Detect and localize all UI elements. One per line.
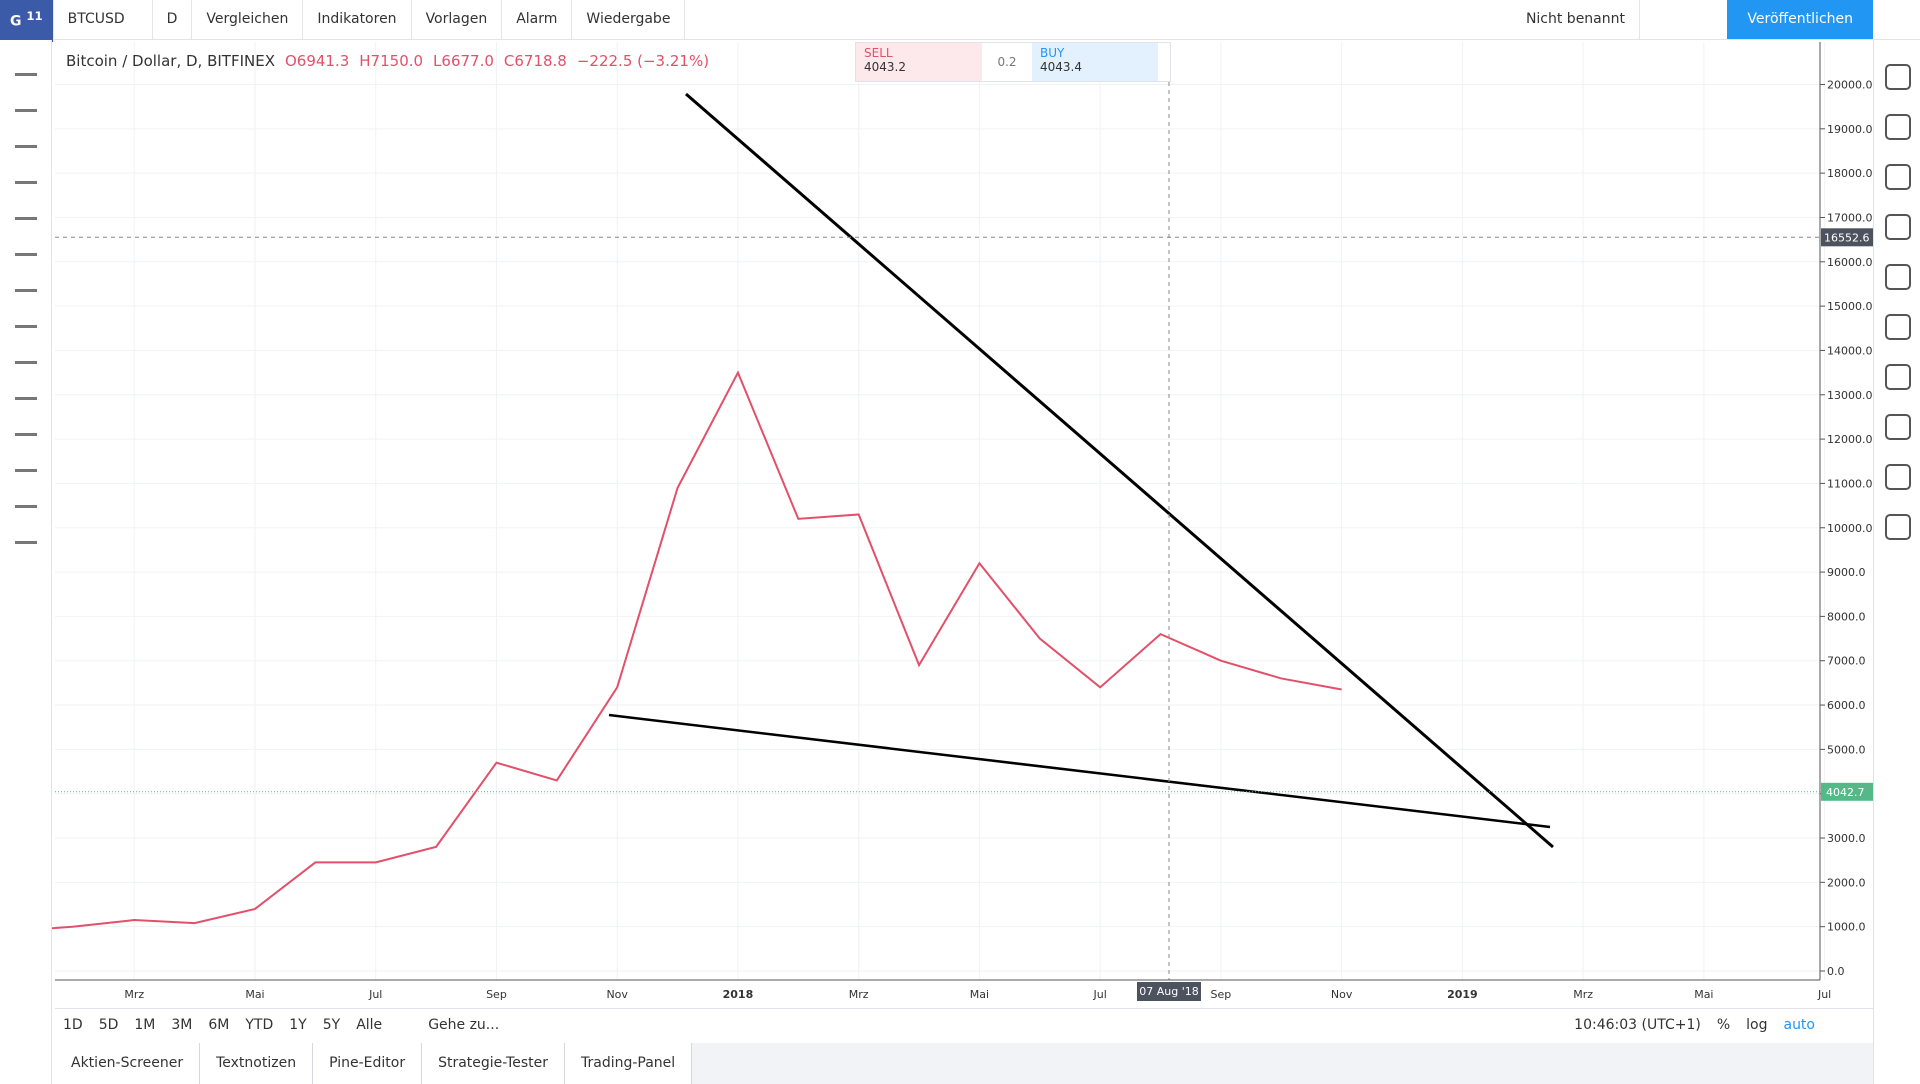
y-tick-label: 19000.0 [1827, 123, 1873, 136]
range-button[interactable]: 1Y [289, 1017, 307, 1033]
option[interactable]: auto [1783, 1017, 1815, 1033]
ohlc: H7150.0 [359, 52, 424, 70]
x-tick-label: Nov [606, 988, 628, 1001]
crosshair-date-box [1137, 982, 1201, 1001]
y-tick-label: 14000.0 [1827, 344, 1873, 357]
sell-button[interactable]: SELL 4043.2 [856, 43, 982, 81]
option[interactable]: % [1716, 1017, 1731, 1033]
sell-price: 4043.2 [864, 60, 906, 74]
range-button[interactable]: YTD [245, 1017, 274, 1033]
badge: 11 [26, 9, 43, 24]
ohlc: −222.5 (−3.21%) [576, 52, 710, 70]
layout-name[interactable]: Nicht benannt [1512, 0, 1640, 39]
y-tick-label: 13000.0 [1827, 389, 1873, 402]
range-button[interactable]: 5Y [322, 1017, 341, 1033]
top-toolbar: G 11 BTCUSD D Vergleichen Indikatoren Vo… [0, 0, 1920, 42]
x-tick-label: Mai [970, 988, 989, 1001]
range-button[interactable]: 1M [134, 1017, 156, 1033]
y-tick-label: 6000.0 [1827, 699, 1866, 712]
tool[interactable]: Vergleichen [192, 0, 304, 39]
clock: 10:46:03 (UTC+1) [1574, 1017, 1701, 1033]
range-button[interactable]: 6M [208, 1017, 230, 1033]
x-tick-label: Jul [1093, 988, 1107, 1001]
tab[interactable]: Pine-Editor [313, 1043, 423, 1084]
chart-pane [55, 42, 1820, 980]
tool[interactable]: Indikatoren [303, 0, 412, 39]
range-button[interactable]: 1D [63, 1017, 83, 1033]
publish-button[interactable]: Veröffentlichen [1727, 0, 1873, 39]
trend-line [685, 92, 1554, 849]
x-tick-label: Sep [486, 988, 507, 1001]
x-tick-label: Mai [1694, 988, 1713, 1001]
bottom-tabs: Aktien-Screener Textnotizen Pine-Editor … [55, 1043, 1873, 1084]
crosshair-price-box [1821, 228, 1873, 247]
y-tick-label: 7000.0 [1827, 655, 1866, 668]
y-tick-label: 2000.0 [1827, 876, 1866, 889]
buy-button[interactable]: BUY 4043.4 [1032, 43, 1158, 81]
interval[interactable]: D [153, 0, 193, 39]
range-button[interactable]: 5D [98, 1017, 119, 1033]
range-button[interactable]: Alle [356, 1017, 383, 1033]
ohlc: O6941.3 [284, 52, 350, 70]
spread: 0.2 [997, 55, 1017, 69]
tab[interactable]: Strategie-Tester [422, 1043, 565, 1084]
option[interactable]: log [1746, 1017, 1768, 1033]
crosshair-date: 07 Aug '18 [1139, 985, 1199, 998]
x-tick-label: Nov [1331, 988, 1353, 1001]
left-toolbar [0, 40, 52, 1084]
ohlc: C6718.8 [503, 52, 567, 70]
range-bar: 1D 5D 1M 3M 6M YTD 1Y 5Y Alle Gehe zu...… [55, 1008, 1873, 1041]
tool[interactable]: Vorlagen [412, 0, 503, 39]
trend-line [608, 713, 1551, 829]
tab[interactable]: Aktien-Screener [55, 1043, 201, 1084]
x-tick-label: Jul [1817, 988, 1831, 1001]
y-tick-label: 3000.0 [1827, 832, 1866, 845]
legend-title: Bitcoin / Dollar, D, BITFINEX [66, 52, 275, 70]
y-tick-label: 20000.0 [1827, 79, 1873, 92]
x-tick-label: 2018 [723, 988, 754, 1001]
y-tick-label: 12000.0 [1827, 433, 1873, 446]
y-tick-label: 11000.0 [1827, 477, 1873, 490]
right-toolbar [1873, 40, 1920, 1084]
x-tick-label: 2019 [1447, 988, 1478, 1001]
x-tick-label: Mrz [124, 988, 144, 1001]
x-tick-label: Sep [1211, 988, 1232, 1001]
tool[interactable]: Alarm [502, 0, 573, 39]
y-tick-label: 17000.0 [1827, 211, 1873, 224]
tab[interactable]: Textnotizen [200, 1043, 314, 1084]
range-button[interactable]: 3M [171, 1017, 193, 1033]
trade-panel: SELL 4043.2 0.2 BUY 4043.4 [855, 42, 1171, 82]
tab[interactable]: Trading-Panel [565, 1043, 693, 1084]
legend: Bitcoin / Dollar, D, BITFINEX O6941.3 H7… [66, 52, 709, 70]
x-tick-label: Mai [245, 988, 264, 1001]
y-tick-label: 8000.0 [1827, 610, 1866, 623]
last-price-box [1821, 782, 1873, 801]
ohlc: L6677.0 [433, 52, 494, 70]
goto[interactable]: Gehe zu... [428, 1017, 500, 1033]
y-tick-label: 16000.0 [1827, 256, 1873, 269]
logo[interactable]: G 11 [0, 0, 54, 42]
crosshair-price: 16552.6 [1824, 231, 1870, 244]
y-tick-label: 10000.0 [1827, 522, 1873, 535]
last-price: 4042.7 [1826, 786, 1865, 799]
buy-label: BUY [1040, 46, 1065, 60]
symbol[interactable]: BTCUSD [54, 0, 153, 39]
price-line [13, 370, 1342, 933]
y-tick-label: 5000.0 [1827, 743, 1866, 756]
y-tick-label: 15000.0 [1827, 300, 1873, 313]
y-tick-label: 9000.0 [1827, 566, 1866, 579]
x-tick-label: Mrz [849, 988, 869, 1001]
y-tick-label: 1000.0 [1827, 921, 1866, 934]
y-tick-label: 0.0 [1827, 965, 1845, 978]
x-tick-label: Mrz [1573, 988, 1593, 1001]
sell-label: SELL [864, 46, 893, 60]
y-tick-label: 18000.0 [1827, 167, 1873, 180]
tool[interactable]: Wiedergabe [572, 0, 686, 39]
x-tick-label: Jul [368, 988, 382, 1001]
buy-price: 4043.4 [1040, 60, 1082, 74]
